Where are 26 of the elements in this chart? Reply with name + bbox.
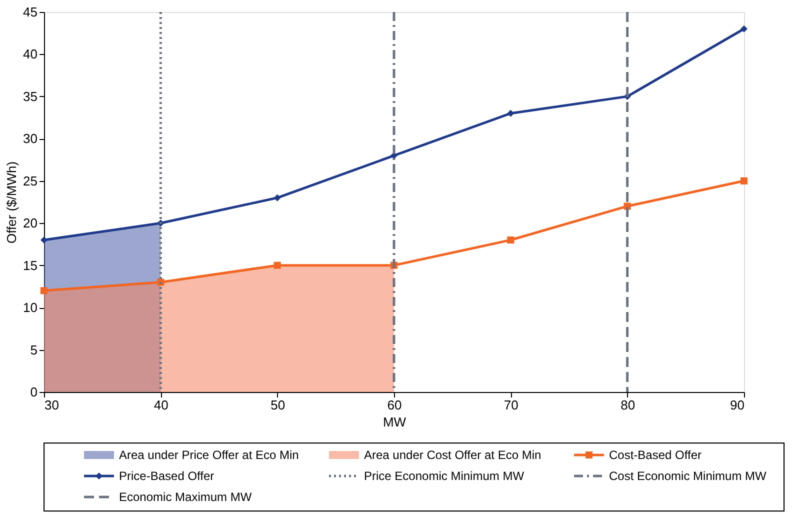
legend-label: Cost Economic Minimum MW [609,469,768,483]
x-tick-label: 70 [504,398,518,412]
x-tick-label: 30 [44,398,59,412]
x-tick-label: 90 [730,398,744,412]
y-tick-label: 30 [23,131,38,146]
y-tick-label: 0 [30,384,38,400]
legend-label: Price-Based Offer [119,469,214,483]
y-tick-label: 40 [23,46,38,62]
legend-label: Cost-Based Offer [609,448,702,462]
x-tick-label: 80 [620,398,636,412]
y-axis-title: Offer ($/MWh) [4,161,20,244]
y-tick-label: 5 [30,342,38,358]
x-axis-title: MW [382,414,407,430]
y-tick-label: 10 [23,300,38,316]
legend-label: Area under Cost Offer at Eco Min [364,448,542,462]
y-tick-label: 45 [23,4,38,20]
y-tick-label: 35 [23,88,38,104]
x-tick-label: 40 [154,398,168,412]
x-tick-label: 50 [270,398,286,412]
x-tick-label: 60 [387,398,402,412]
legend-label: Economic Maximum MW [119,490,252,504]
y-tick-label: 20 [23,216,38,231]
y-tick-label: 15 [23,258,38,273]
y-tick-label: 25 [23,173,38,188]
legend-label: Area under Price Offer at Eco Min [119,448,299,462]
legend-label: Price Economic Minimum MW [364,469,525,483]
